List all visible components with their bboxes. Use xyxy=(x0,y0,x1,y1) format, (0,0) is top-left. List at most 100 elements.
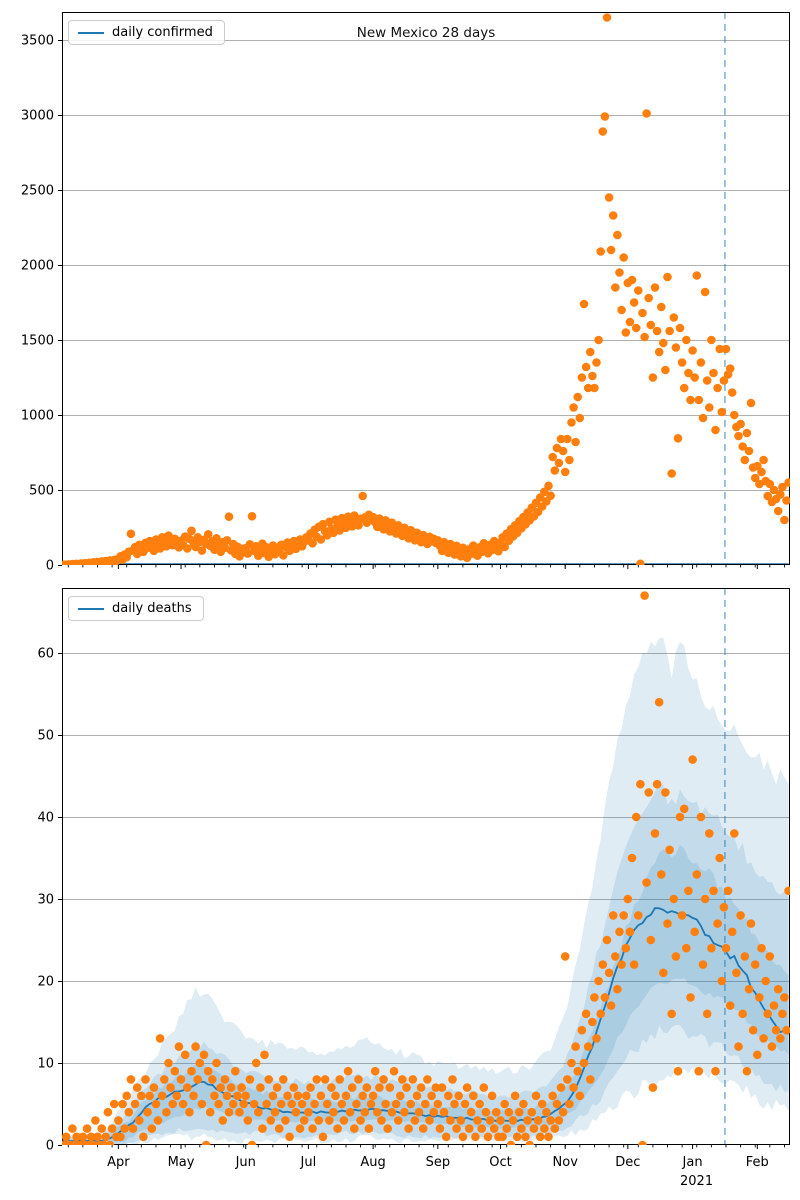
scatter-point xyxy=(464,1124,474,1133)
scatter-point xyxy=(713,383,722,393)
scatter-point xyxy=(784,478,790,487)
scatter-point xyxy=(592,1034,601,1043)
scatter-point xyxy=(640,591,649,600)
scatter-point xyxy=(262,1099,271,1109)
scatter-point xyxy=(725,364,735,373)
scatter-point xyxy=(565,1099,574,1109)
scatter-point xyxy=(615,268,624,277)
scatter-point xyxy=(696,812,706,822)
scatter-point xyxy=(736,419,745,429)
scatter-point xyxy=(567,418,576,427)
scatter-point xyxy=(540,487,549,497)
scatter-point xyxy=(308,539,317,548)
scatter-point xyxy=(738,1009,747,1019)
scatter-point xyxy=(354,1075,363,1084)
scatter-point xyxy=(540,1124,549,1133)
scatter-point xyxy=(118,1099,127,1109)
scatter-point xyxy=(247,1140,257,1145)
scatter-point xyxy=(126,1075,136,1084)
scatter-point xyxy=(318,1132,328,1142)
scatter-point xyxy=(228,1099,238,1109)
scatter-point xyxy=(629,960,639,969)
scatter-point xyxy=(450,1099,459,1109)
scatter-point xyxy=(575,1091,585,1101)
scatter-point xyxy=(500,542,510,552)
scatter-point xyxy=(360,1107,370,1117)
scatter-point xyxy=(477,1124,487,1133)
scatter-point xyxy=(577,1025,587,1035)
scatter-point xyxy=(492,1107,501,1117)
scatter-point xyxy=(638,308,647,318)
scatter-point xyxy=(636,559,645,565)
scatter-point xyxy=(531,1091,541,1101)
scatter-point xyxy=(560,952,570,961)
scatter-point xyxy=(396,1091,405,1101)
scatter-point xyxy=(631,812,641,822)
page-title: New Mexico 28 days xyxy=(356,25,496,41)
scatter-point xyxy=(176,1075,186,1084)
scatter-point xyxy=(554,458,564,468)
scatter-point xyxy=(164,1058,173,1068)
scatter-point xyxy=(763,1009,772,1019)
scatter-point xyxy=(627,275,637,285)
scatter-point xyxy=(341,1091,351,1101)
scatter-point xyxy=(590,993,599,1002)
scatter-point xyxy=(765,479,775,489)
scatter-point xyxy=(245,1075,255,1084)
scatter-point xyxy=(711,425,720,435)
scatter-point xyxy=(594,976,603,986)
x-tick-label: Feb xyxy=(746,1155,769,1170)
scatter-point xyxy=(623,894,633,904)
scatter-point xyxy=(753,461,762,471)
scatter-point xyxy=(335,1075,345,1084)
scatter-point xyxy=(673,1066,683,1076)
scatter-point xyxy=(508,1116,518,1125)
scatter-point xyxy=(368,1091,378,1101)
y-tick-label: 10 xyxy=(37,1057,54,1072)
scatter-point xyxy=(700,287,710,297)
scatter-point xyxy=(199,1050,209,1060)
scatter-point xyxy=(485,1116,495,1125)
scatter-point xyxy=(247,512,257,521)
scatter-point xyxy=(773,984,783,994)
scatter-point xyxy=(481,1107,491,1117)
scatter-point xyxy=(370,1066,380,1076)
scatter-point xyxy=(515,1107,524,1117)
scatter-point xyxy=(519,1099,528,1109)
scatter-point xyxy=(717,407,727,417)
scatter-point xyxy=(669,894,679,904)
scatter-point xyxy=(763,491,772,501)
scatter-point xyxy=(686,993,695,1002)
scatter-point xyxy=(354,521,363,530)
scatter-point xyxy=(504,1107,514,1117)
scatter-point xyxy=(776,1034,785,1043)
scatter-point xyxy=(702,376,712,385)
scatter-point xyxy=(339,1116,349,1125)
scatter-point xyxy=(773,506,783,516)
scatter-point xyxy=(162,1107,171,1117)
scatter-point xyxy=(730,829,739,838)
scatter-point xyxy=(151,1099,161,1109)
scatter-point xyxy=(615,927,624,937)
scatter-point xyxy=(239,1099,248,1109)
scatter-point xyxy=(657,302,666,312)
scatter-point xyxy=(759,455,768,465)
scatter-point xyxy=(473,1116,482,1125)
scatter-point xyxy=(682,335,691,345)
scatter-point xyxy=(746,398,756,408)
scatter-point xyxy=(667,469,676,478)
scatter-point xyxy=(93,1132,102,1142)
scatter-point xyxy=(550,466,560,475)
scatter-point xyxy=(145,1091,154,1101)
scatter-point xyxy=(750,960,760,969)
scatter-point xyxy=(692,870,702,879)
scatter-point xyxy=(556,434,566,444)
scatter-point xyxy=(684,368,693,378)
scatter-point xyxy=(586,1075,595,1084)
scatter-point xyxy=(496,1116,505,1125)
scatter-point xyxy=(596,247,605,256)
scatter-point xyxy=(222,1091,232,1101)
scatter-point xyxy=(648,1083,658,1092)
scatter-point xyxy=(705,829,714,838)
